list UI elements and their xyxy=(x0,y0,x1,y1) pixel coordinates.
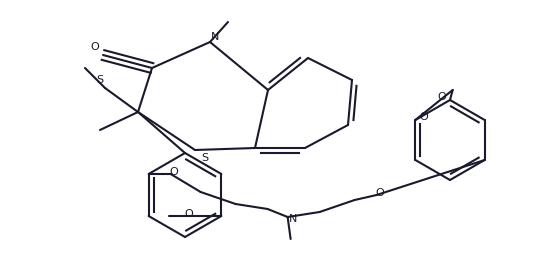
Text: S: S xyxy=(201,153,209,163)
Text: S: S xyxy=(97,75,104,85)
Text: N: N xyxy=(288,214,297,224)
Text: O: O xyxy=(419,112,428,122)
Text: O: O xyxy=(438,92,446,102)
Text: O: O xyxy=(91,42,99,52)
Text: O: O xyxy=(376,188,384,198)
Text: N: N xyxy=(211,32,219,42)
Text: O: O xyxy=(184,209,193,219)
Text: O: O xyxy=(169,167,178,177)
